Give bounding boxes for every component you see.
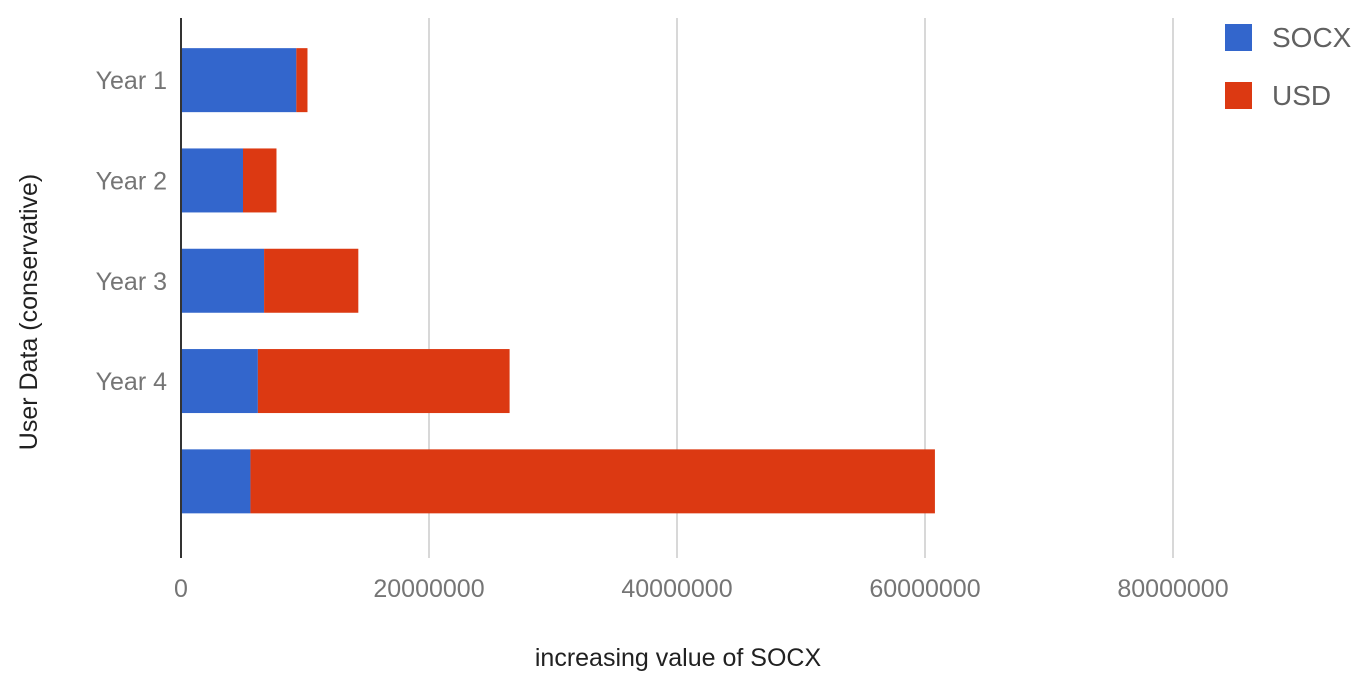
y-tick-labels: Year 1 Year 2 Year 3 Year 4	[96, 67, 167, 396]
bar-socx-row-3	[181, 248, 265, 313]
bar-socx-row-2	[181, 148, 243, 213]
bar-usd-row-5	[250, 449, 935, 514]
x-tick-labels: 0 20000000 40000000 60000000 80000000	[174, 575, 1229, 603]
bar-usd-row-4	[257, 349, 510, 414]
legend-swatch-usd	[1225, 82, 1252, 109]
x-tick-label-0: 0	[174, 575, 188, 603]
legend-swatch-socx	[1225, 24, 1252, 51]
x-tick-label-2: 40000000	[621, 575, 732, 603]
y-tick-label-2: Year 2	[96, 167, 167, 195]
legend: SOCX USD	[1225, 22, 1352, 111]
bars	[181, 48, 935, 514]
legend-label-usd: USD	[1272, 80, 1331, 111]
legend-label-socx: SOCX	[1272, 22, 1352, 53]
x-tick-label-3: 60000000	[869, 575, 980, 603]
bar-usd-row-2	[243, 148, 277, 213]
bar-usd-row-1	[296, 48, 308, 113]
x-tick-label-4: 80000000	[1117, 575, 1228, 603]
x-tick-label-1: 20000000	[373, 575, 484, 603]
y-axis-title: User Data (conservative)	[15, 174, 43, 450]
bar-socx-row-5	[181, 449, 251, 514]
y-tick-label-1: Year 1	[96, 67, 167, 95]
bar-usd-row-3	[264, 248, 359, 313]
bar-socx-row-4	[181, 349, 258, 414]
y-tick-label-3: Year 3	[96, 268, 167, 296]
x-axis-title: increasing value of SOCX	[535, 644, 822, 671]
y-tick-label-4: Year 4	[96, 368, 167, 396]
bar-socx-row-1	[181, 48, 297, 113]
